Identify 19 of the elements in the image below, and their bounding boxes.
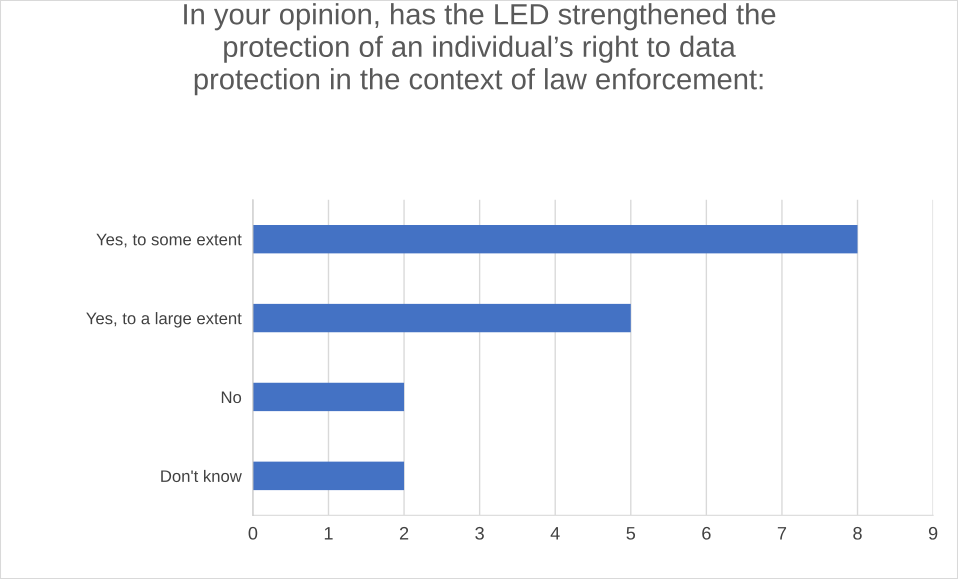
- x-tick-label: 1: [324, 527, 333, 540]
- x-tick-label: 6: [702, 526, 711, 540]
- y-tick-label: Yes, to a large extent: [86, 312, 242, 328]
- bar: [252, 225, 858, 254]
- y-tick-label: Don't know: [161, 470, 242, 482]
- bar: [252, 462, 404, 490]
- chart-title: In your opinion, has the LED strengthened the protection of an individual’s right to data protection in the context of law enforcement:: [184, 3, 776, 96]
- bar: [252, 304, 631, 332]
- x-tick-label: 5: [626, 527, 636, 540]
- y-tick-label: Yes, to some extent: [96, 234, 242, 248]
- x-tick-label: 2: [400, 526, 408, 540]
- bar: [252, 382, 404, 412]
- x-tick-label: 8: [853, 526, 862, 540]
- x-tick-label: 7: [778, 527, 786, 540]
- x-tick-label: 3: [475, 526, 484, 540]
- x-tick-label: 4: [550, 527, 560, 540]
- x-tick-label: 9: [928, 526, 938, 540]
- x-tick-label: 0: [248, 526, 258, 540]
- y-tick-label: No: [222, 392, 242, 404]
